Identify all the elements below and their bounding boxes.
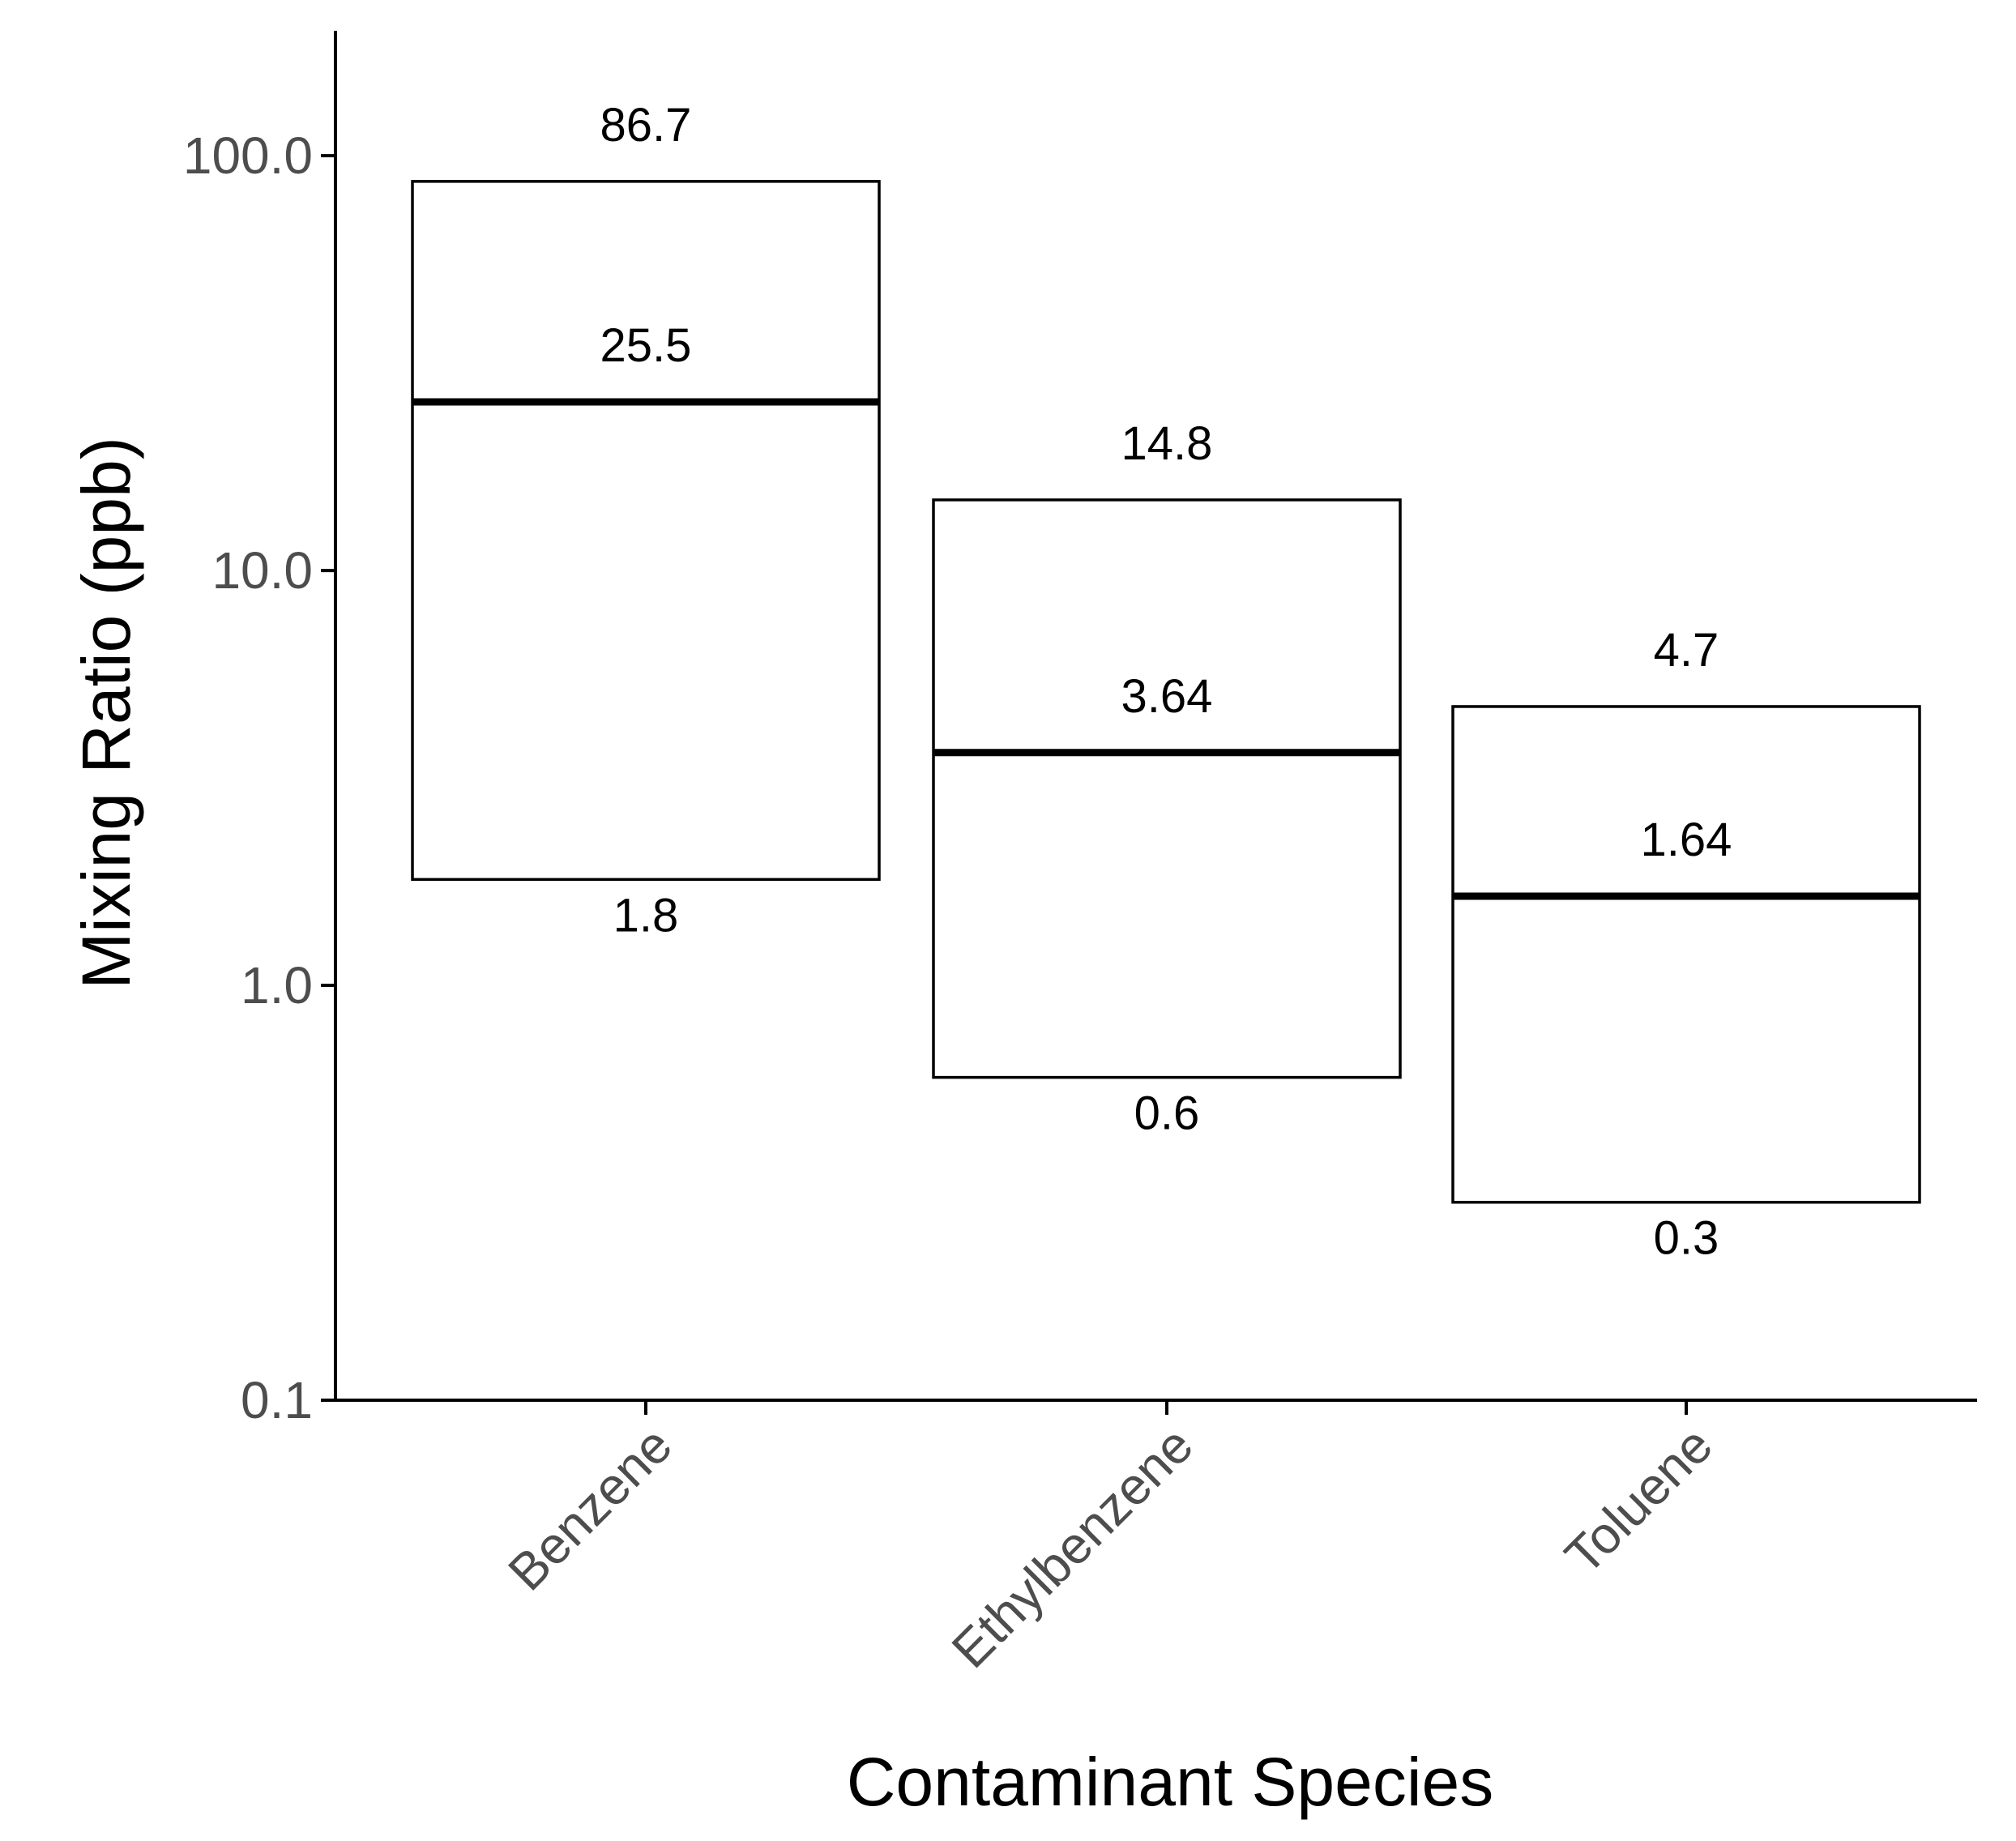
x-tick-label-benzene: Benzene	[497, 1416, 683, 1602]
y-tick-label: 0.1	[241, 1371, 313, 1429]
x-tick-label-toluene: Toluene	[1553, 1416, 1723, 1585]
y-axis-title: Mixing Ratio (ppb)	[68, 437, 144, 989]
x-tick-label-ethylbenzene: Ethylbenzene	[941, 1416, 1204, 1679]
plot-area: 86.7 25.5 1.8 14.8 3.64 0.6 4.7 1.64 0.3	[411, 99, 1921, 1265]
median-label-ethylbenzene: 3.64	[1121, 670, 1213, 723]
median-label-toluene: 1.64	[1641, 814, 1732, 866]
x-axis: Benzene Ethylbenzene Toluene	[335, 1399, 1977, 1679]
min-label-toluene: 0.3	[1654, 1212, 1719, 1265]
y-tick-label: 100.0	[183, 126, 313, 185]
median-label-benzene: 25.5	[600, 319, 692, 372]
x-axis-title: Contaminant Species	[847, 1744, 1493, 1820]
y-axis: 0.1 1.0 10.0 100.0	[183, 31, 337, 1429]
min-label-benzene: 1.8	[613, 889, 679, 942]
y-tick-label: 10.0	[211, 541, 313, 600]
range-box-toluene	[1451, 705, 1921, 1204]
max-label-toluene: 4.7	[1654, 624, 1719, 677]
range-box-ethylbenzene	[932, 498, 1402, 1079]
min-label-ethylbenzene: 0.6	[1134, 1087, 1200, 1140]
y-tick-label: 1.0	[241, 956, 313, 1014]
max-label-ethylbenzene: 14.8	[1121, 417, 1213, 470]
range-box-benzene	[411, 180, 881, 882]
max-label-benzene: 86.7	[600, 99, 692, 152]
